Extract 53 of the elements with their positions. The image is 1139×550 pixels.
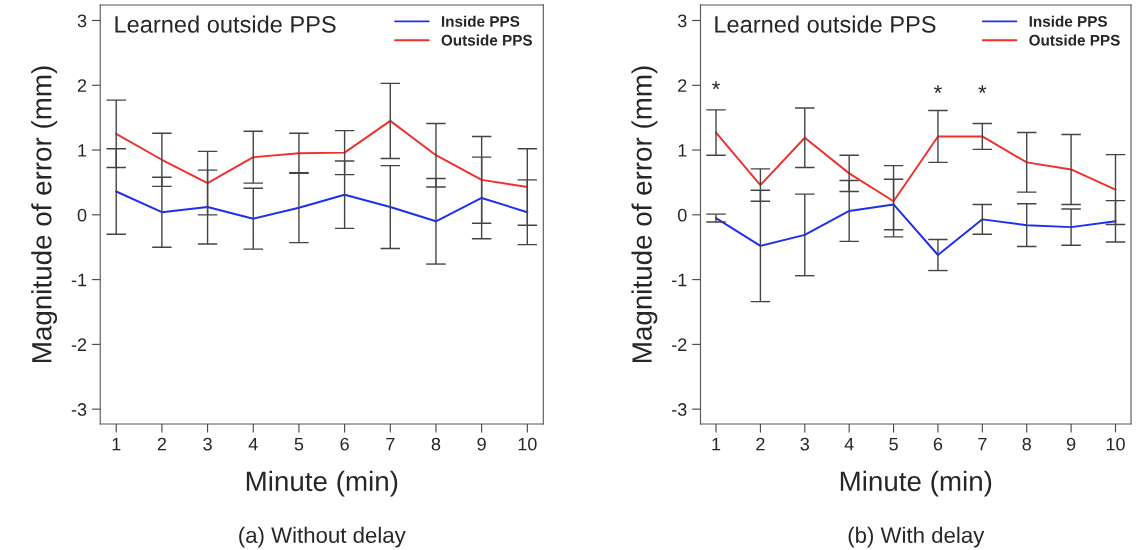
x-tick-label: 8 (431, 437, 441, 451)
legend-label: Outside PPS (441, 34, 533, 46)
y-tick-label: -1 (71, 273, 87, 287)
text: (a) Without delay (239, 526, 406, 548)
y-axis-title: Magnitude of error (mm) (31, 66, 58, 362)
x-tick-label: 1 (112, 437, 121, 451)
y-tick-label: 3 (77, 14, 87, 28)
y-tick-label: -2 (71, 338, 87, 351)
x-tick-label: 6 (340, 437, 349, 451)
x-tick-label: 4 (248, 437, 258, 451)
legend-label: Inside PPS (1029, 15, 1108, 27)
line-series (715, 203, 1117, 256)
chart-title: Learned outside PPS (115, 15, 336, 33)
legend-label: Inside PPS (441, 15, 520, 27)
y-tick-label: 2 (678, 79, 687, 92)
x-tick-label: 4 (844, 437, 854, 451)
y-tick-label: 3 (677, 14, 687, 28)
x-tick-label: 8 (1022, 437, 1031, 451)
y-tick-label: 2 (77, 79, 87, 92)
line-series (115, 190, 529, 223)
x-axis-title: Minute (min) (246, 470, 398, 497)
text: (b) With delay (848, 526, 985, 548)
y-tick-label: -1 (672, 273, 687, 287)
y-tick-label: 1 (78, 144, 87, 157)
y-tick-label: 0 (77, 208, 87, 222)
x-tick-label: 1 (712, 437, 721, 451)
x-tick-label: 5 (294, 437, 304, 451)
x-tick-label: 2 (157, 437, 167, 451)
y-tick-label: 0 (677, 208, 687, 222)
x-axis-title: Minute (min) (840, 470, 992, 497)
x-tick-label: 3 (800, 437, 810, 451)
chart-title: Learned outside PPS (715, 15, 936, 33)
y-tick-label: 1 (678, 144, 687, 157)
x-tick-label: 3 (203, 437, 212, 451)
y-tick-label: -2 (672, 338, 687, 351)
x-tick-label: 7 (978, 437, 987, 451)
x-tick-label: 2 (756, 437, 765, 451)
x-tick-label: 10 (1106, 437, 1125, 451)
x-tick-label: 7 (386, 437, 395, 451)
x-tick-label: 5 (889, 437, 898, 451)
line-series (715, 131, 1117, 203)
legend-label: Outside PPS (1029, 34, 1120, 46)
annotation: * (712, 81, 720, 90)
annotation: * (933, 85, 942, 94)
x-tick-label: 10 (518, 437, 537, 451)
x-tick-label: 9 (1066, 437, 1076, 451)
x-tick-label: 9 (477, 437, 486, 451)
y-tick-label: -3 (71, 403, 87, 416)
y-tick-label: -3 (672, 403, 687, 416)
y-axis-title: Magnitude of error (mm) (631, 66, 658, 362)
line-series (115, 119, 529, 188)
x-tick-label: 6 (933, 437, 943, 451)
annotation: * (978, 85, 987, 94)
